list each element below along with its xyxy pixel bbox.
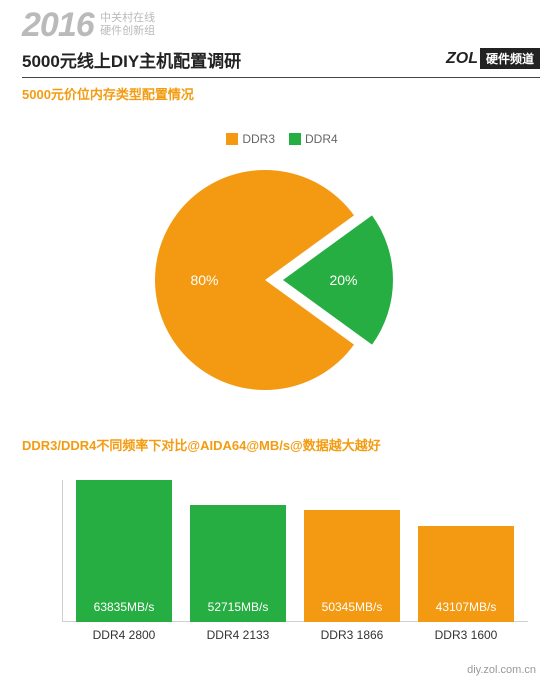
bar: 52715MB/sDDR4 2133 bbox=[190, 505, 286, 622]
pie-section-title: 5000元价位内存类型配置情况 bbox=[22, 84, 194, 103]
header-sublabel: 中关村在线 硬件创新组 bbox=[100, 12, 155, 37]
header-sub-line1: 中关村在线 bbox=[100, 12, 155, 24]
header: 2016 中关村在线 硬件创新组 bbox=[22, 8, 155, 42]
bar-value-label: 63835MB/s bbox=[76, 600, 172, 614]
title-row: 5000元线上DIY主机配置调研 ZOL 硬件频道 bbox=[22, 52, 540, 78]
brand-badge: ZOL 硬件频道 bbox=[446, 48, 540, 69]
bar: 43107MB/sDDR3 1600 bbox=[418, 526, 514, 622]
header-year: 2016 bbox=[22, 8, 94, 42]
legend-label: DDR4 bbox=[305, 132, 338, 146]
pie-legend: DDR3 DDR4 bbox=[0, 130, 550, 148]
legend-label: DDR3 bbox=[242, 132, 275, 146]
bar-value-label: 52715MB/s bbox=[190, 600, 286, 614]
bar-fill: 43107MB/s bbox=[418, 526, 514, 622]
bar-category-label: DDR3 1866 bbox=[304, 628, 400, 642]
footer-url: diy.zol.com.cn bbox=[467, 664, 536, 676]
brand-logo: ZOL bbox=[446, 50, 478, 67]
bar-fill: 50345MB/s bbox=[304, 510, 400, 622]
brand-tag: 硬件频道 bbox=[480, 48, 540, 69]
bar-category-label: DDR4 2800 bbox=[76, 628, 172, 642]
bar-group: 63835MB/sDDR4 280052715MB/sDDR4 21335034… bbox=[62, 480, 528, 622]
bar: 63835MB/sDDR4 2800 bbox=[76, 480, 172, 622]
legend-swatch bbox=[289, 133, 301, 145]
bar-fill: 52715MB/s bbox=[190, 505, 286, 622]
bar-value-label: 43107MB/s bbox=[418, 600, 514, 614]
bar-category-label: DDR4 2133 bbox=[190, 628, 286, 642]
bar-chart: 63835MB/sDDR4 280052715MB/sDDR4 21335034… bbox=[22, 480, 528, 650]
header-sub-line2: 硬件创新组 bbox=[100, 25, 155, 37]
bar-fill: 63835MB/s bbox=[76, 480, 172, 622]
bar-value-label: 50345MB/s bbox=[304, 600, 400, 614]
legend-swatch bbox=[226, 133, 238, 145]
pie-slice-label: 20% bbox=[329, 272, 357, 288]
bar-category-label: DDR3 1600 bbox=[418, 628, 514, 642]
bar-section-title: DDR3/DDR4不同频率下对比@AIDA64@MB/s@数据越大越好 bbox=[22, 435, 381, 454]
bar: 50345MB/sDDR3 1866 bbox=[304, 510, 400, 622]
pie-chart: 80% 20% bbox=[0, 160, 550, 400]
pie-slice-label: 80% bbox=[190, 272, 218, 288]
